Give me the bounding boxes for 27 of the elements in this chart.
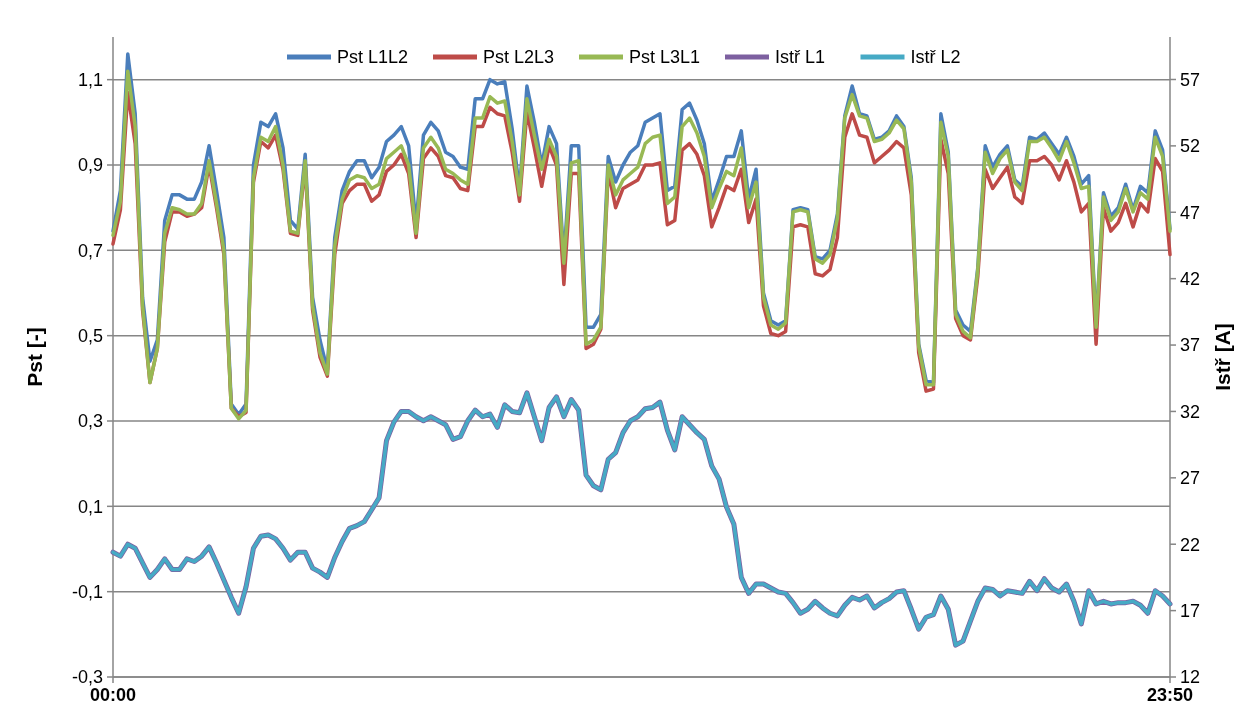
x-tick-label: 00:00 (89, 685, 137, 705)
y-tick-label: 0,7 (77, 240, 103, 261)
y-tick-label: -0,1 (71, 581, 103, 602)
y2-tick-label: 52 (1180, 136, 1201, 157)
y2-tick-label: 27 (1180, 468, 1201, 489)
y2-tick-label: 22 (1180, 534, 1201, 555)
y-tick-label: 0,1 (77, 496, 103, 517)
y2-tick-label: 32 (1180, 401, 1201, 422)
x-tick-label: 23:50 (1146, 685, 1194, 705)
legend-label: Pst L1L2 (337, 47, 409, 68)
y2-tick-label: 37 (1180, 335, 1201, 356)
y2-tick-label: 12 (1180, 667, 1201, 688)
y2-tick-label: 17 (1180, 600, 1201, 621)
y2-axis-title: Istř [A] (1211, 323, 1234, 391)
y-axis-title: Pst [-] (23, 327, 46, 387)
legend-label: Pst L3L1 (629, 47, 701, 68)
y-tick-label: 0,3 (77, 411, 103, 432)
y-tick-label: 0,9 (77, 155, 103, 176)
y-tick-label: 0,5 (77, 325, 103, 346)
y2-tick-label: 42 (1180, 268, 1201, 289)
legend-label: Pst L2L3 (483, 47, 555, 68)
y-tick-label: -0,3 (71, 667, 103, 688)
y2-tick-label: 47 (1180, 202, 1201, 223)
legend-label: Istř L2 (910, 47, 961, 68)
y-tick-label: 1,1 (77, 69, 103, 90)
legend-label: Istř L1 (775, 47, 826, 68)
y2-tick-label: 57 (1180, 69, 1201, 90)
